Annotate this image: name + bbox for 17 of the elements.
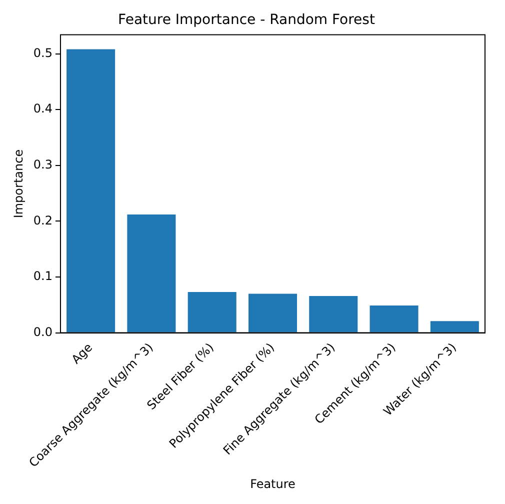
bar [248, 294, 297, 332]
bar [127, 214, 176, 332]
x-axis-title: Feature [250, 476, 296, 491]
y-tick-label: 0.3 [33, 158, 52, 172]
y-tick-label: 0.2 [33, 213, 52, 228]
y-tick-label: 0.5 [33, 46, 52, 60]
y-tick-label: 0.1 [33, 269, 52, 284]
bar [370, 305, 418, 332]
y-tick-label: 0.4 [33, 102, 52, 116]
chart-title: Feature Importance - Random Forest [118, 12, 376, 28]
y-tick-label: 0.0 [33, 324, 52, 339]
x-tick-label: Age [68, 340, 96, 367]
y-axis-title: Importance [11, 149, 26, 218]
bar [430, 321, 479, 332]
bar [309, 296, 358, 332]
bar [188, 292, 236, 332]
bar [66, 49, 116, 332]
